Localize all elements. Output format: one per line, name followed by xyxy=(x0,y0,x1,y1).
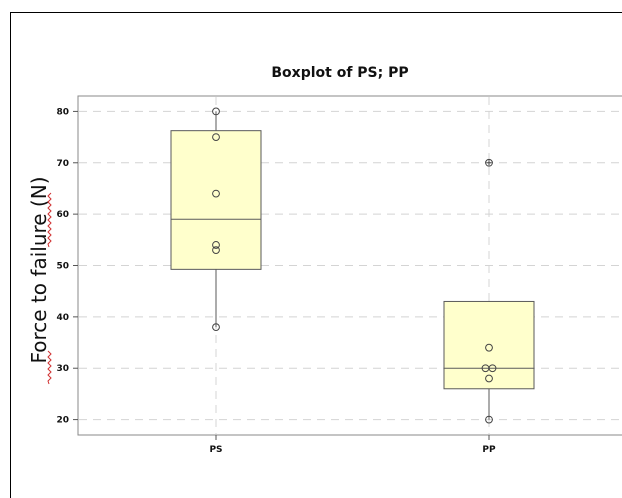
y-axis-label: Force to failure (N) xyxy=(27,176,51,363)
data-point-ps xyxy=(212,246,220,254)
data-point-pp xyxy=(488,364,497,373)
data-point-ps xyxy=(212,323,220,332)
data-point-ps xyxy=(212,133,220,141)
iqr-box-pp xyxy=(443,300,535,390)
x-tick-labels: PS PP xyxy=(209,445,496,455)
x-tick-label-pp: PP xyxy=(482,445,496,455)
data-point-ps xyxy=(212,107,220,116)
chart-title: Boxplot of PS; PP xyxy=(271,65,408,81)
data-point-pp xyxy=(485,374,493,383)
data-point-ps xyxy=(212,241,220,249)
box-pp xyxy=(443,300,535,420)
y-tick-labels: 20 30 40 50 60 70 80 xyxy=(56,107,69,425)
spellcheck-underline-force xyxy=(47,350,52,385)
y-tick-label-20: 20 xyxy=(56,416,69,426)
y-tick-label-60: 60 xyxy=(56,210,69,220)
data-point-pp xyxy=(485,415,493,424)
data-points xyxy=(212,107,497,424)
outlier-point-pp xyxy=(485,158,493,167)
y-tick-label-30: 30 xyxy=(56,364,69,374)
y-tick-label-70: 70 xyxy=(56,159,69,169)
y-tick-label-40: 40 xyxy=(56,313,69,323)
y-tick-label-80: 80 xyxy=(56,107,69,117)
data-point-ps xyxy=(212,189,220,198)
x-tick-label-ps: PS xyxy=(209,445,222,455)
data-point-pp xyxy=(485,343,493,352)
spellcheck-underline-failure xyxy=(47,192,52,248)
page-frame xyxy=(10,12,622,498)
axes xyxy=(73,110,490,440)
y-tick-label-50: 50 xyxy=(56,262,69,272)
